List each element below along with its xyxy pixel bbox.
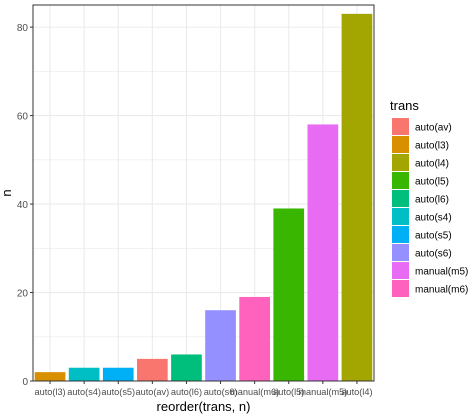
bar-auto(s6): [205, 310, 236, 381]
legend-key-auto(s4): [392, 208, 409, 225]
x-tick-label: auto(l4): [341, 387, 372, 397]
legend-label: auto(av): [415, 123, 452, 134]
legend-title: trans: [390, 98, 419, 113]
x-axis: auto(l3) auto(s4) auto(s5) auto(av) auto(l6)…: [34, 381, 373, 397]
bar-auto(l3): [34, 372, 66, 381]
x-tick-label: auto(l3): [34, 387, 65, 397]
x-tick-label: auto(s5): [101, 387, 135, 397]
y-axis-title: n: [0, 189, 14, 196]
legend-key-auto(av): [392, 118, 409, 135]
legend-key-auto(s6): [392, 244, 409, 261]
legend-key-auto(l4): [392, 154, 409, 171]
bar-auto(l4): [341, 13, 373, 382]
y-tick-label: 60: [17, 112, 29, 123]
legend-label: manual(m5): [415, 267, 468, 278]
y-tick-label: 0: [22, 377, 28, 388]
bar-manual(m6): [239, 296, 270, 381]
bar-manual(m5): [307, 124, 339, 381]
legend-label: auto(s4): [415, 213, 452, 224]
bars: [34, 13, 373, 382]
y-axis: 0 20 40 60 80: [17, 23, 33, 388]
x-tick-label: auto(s6): [204, 387, 238, 397]
legend-key-auto(l3): [392, 136, 409, 153]
legend-label: auto(l6): [415, 195, 449, 206]
bar-auto(s5): [102, 367, 134, 381]
legend: trans auto(av) auto(l3) auto(l4) auto(l5) au…: [390, 98, 468, 297]
legend-key-auto(l6): [392, 190, 409, 207]
bar-auto(l6): [171, 354, 202, 381]
y-tick-label: 40: [17, 200, 29, 211]
legend-key-manual(m6): [392, 280, 409, 297]
x-tick-label: auto(l5): [273, 387, 304, 397]
x-tick-label: auto(s4): [67, 387, 101, 397]
x-tick-label: auto(l6): [171, 387, 202, 397]
legend-label: auto(s5): [415, 231, 452, 242]
legend-label: auto(l3): [415, 141, 449, 152]
x-axis-title: reorder(trans, n): [157, 399, 251, 414]
y-tick-label: 20: [17, 289, 29, 300]
legend-label: manual(m6): [415, 285, 468, 296]
legend-key-auto(l5): [392, 172, 409, 189]
legend-label: auto(l4): [415, 159, 449, 170]
x-tick-label: manual(m6): [230, 387, 279, 397]
bar-auto(av): [137, 358, 168, 381]
legend-key-auto(s5): [392, 226, 409, 243]
plot-panel-border: [32, 4, 375, 382]
x-tick-label: manual(m5): [298, 387, 347, 397]
y-tick-label: 80: [17, 23, 29, 34]
legend-key-manual(m5): [392, 262, 409, 279]
bar-auto(l5): [273, 208, 305, 381]
legend-label: auto(s6): [415, 249, 452, 260]
legend-label: auto(l5): [415, 177, 449, 188]
x-tick-label: auto(av): [135, 387, 169, 397]
bar-auto(s4): [68, 367, 100, 381]
